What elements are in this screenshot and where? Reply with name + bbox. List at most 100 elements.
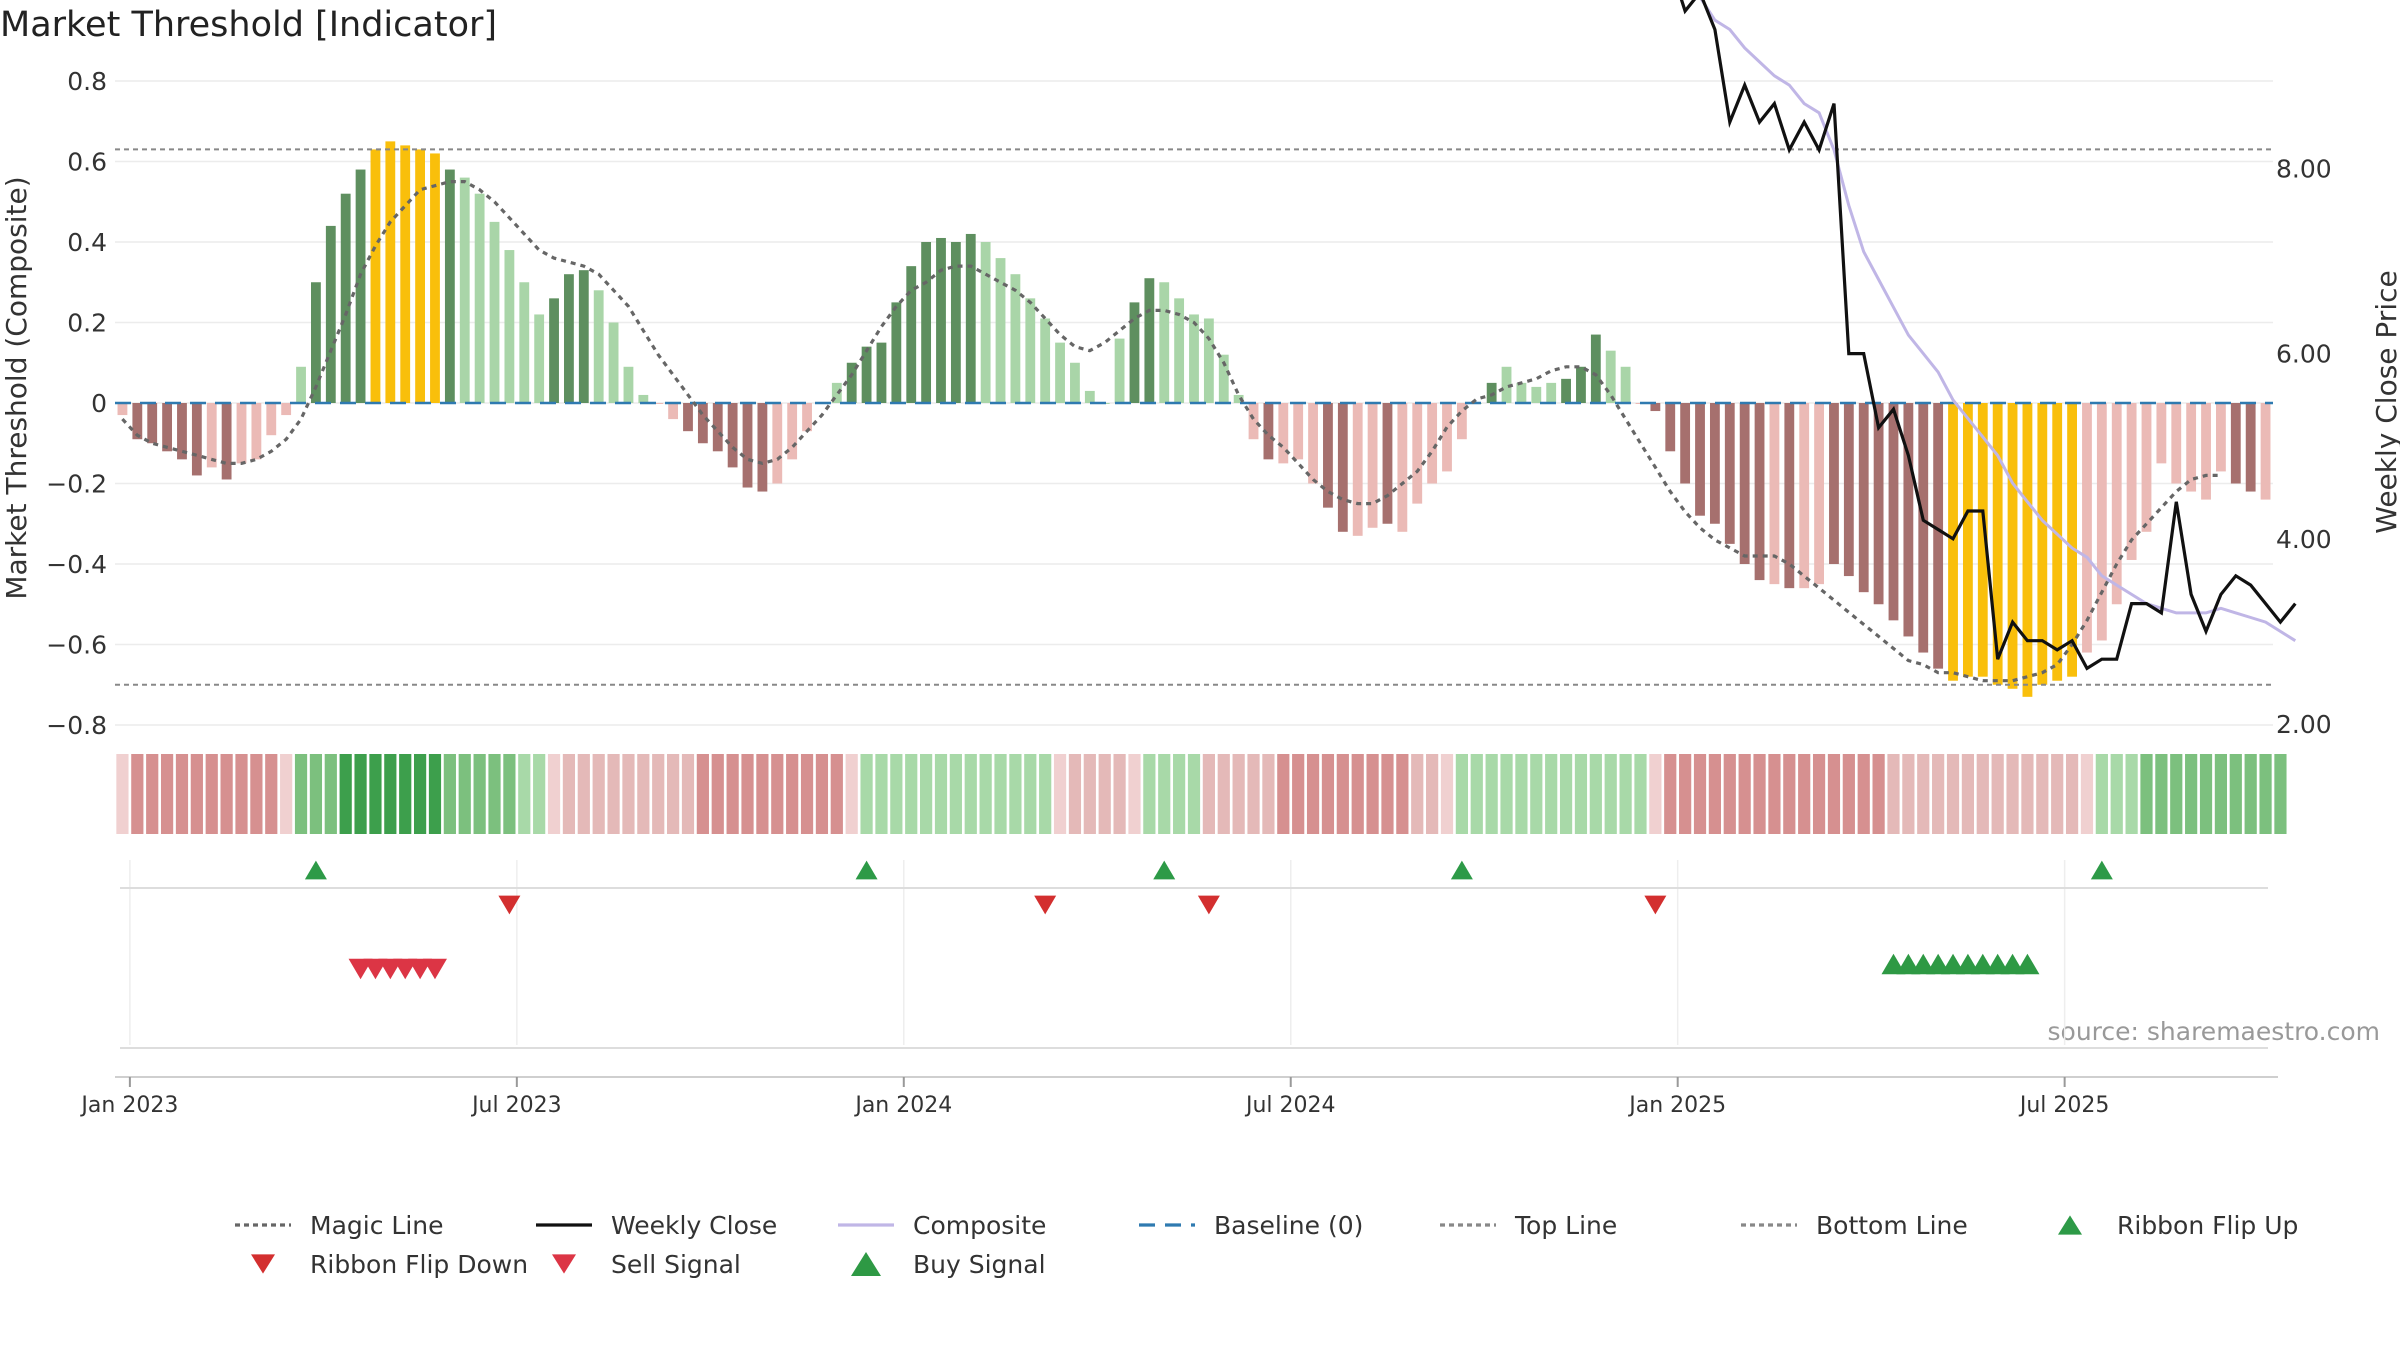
ribbon-cell — [1753, 754, 1766, 834]
ribbon-cell — [890, 754, 903, 834]
composite-bar — [1144, 278, 1155, 403]
composite-bar — [2186, 403, 2197, 492]
x-tick-label: Jan 2023 — [79, 1093, 178, 1118]
composite-bar — [921, 242, 932, 403]
ribbon-cell — [577, 754, 590, 834]
ribbon-cell — [2274, 754, 2287, 834]
composite-bar — [802, 403, 812, 432]
ribbon-cell — [1173, 754, 1186, 834]
composite-bar — [2260, 403, 2271, 500]
composite-bar — [1546, 382, 1557, 403]
ribbon-cell — [1693, 754, 1707, 834]
composite-bar — [861, 346, 872, 403]
legend-label: Ribbon Flip Up — [2117, 1211, 2298, 1240]
ribbon-cell — [1932, 754, 1945, 834]
composite-bar — [1590, 334, 1601, 403]
ribbon-cell — [1455, 754, 1468, 834]
composite-bar — [1337, 403, 1348, 532]
composite-bar — [444, 169, 455, 403]
ribbon-cell — [2155, 754, 2168, 834]
composite-bar — [2230, 403, 2241, 484]
ribbon-cell — [518, 754, 531, 834]
legend-label: Weekly Close — [611, 1211, 777, 1240]
ribbon-cell — [1991, 754, 2004, 834]
ribbon-cell — [1872, 754, 1885, 834]
y-tick-label: 0.4 — [67, 228, 107, 257]
y-tick-label: −0.8 — [46, 711, 107, 740]
ribbon-cell — [2170, 754, 2183, 834]
ribbon-cell — [384, 754, 397, 834]
y-tick-label: −0.6 — [46, 631, 107, 660]
composite-bar — [1278, 403, 1289, 464]
legend-swatch — [251, 1254, 275, 1274]
composite-bar — [1829, 403, 1839, 564]
composite-bar — [1680, 403, 1691, 484]
composite-bar — [1799, 403, 1810, 589]
composite-bar — [400, 145, 411, 403]
ribbon-cell — [2185, 754, 2198, 834]
legend-label: Ribbon Flip Down — [310, 1250, 528, 1279]
ribbon-cell — [2140, 754, 2153, 834]
y-tick-label: −0.4 — [46, 550, 107, 579]
ribbon-cell — [726, 754, 739, 834]
ribbon-cell — [860, 754, 873, 834]
ribbon-cell — [1515, 754, 1528, 834]
ribbon-flip-up-marker — [1450, 860, 1473, 880]
composite-bar — [608, 322, 619, 403]
ribbon-cell — [369, 754, 382, 834]
ribbon-flip-up-marker — [855, 860, 878, 880]
composite-bar — [1977, 403, 1988, 677]
composite-bar — [1263, 403, 1274, 460]
composite-bar — [757, 403, 768, 492]
composite-bar — [281, 403, 292, 416]
ribbon-cell — [1351, 754, 1364, 834]
ribbon-cell — [116, 754, 129, 834]
ribbon-cell — [175, 754, 189, 834]
composite-bar — [1323, 403, 1333, 508]
ribbon-cell — [2051, 754, 2064, 834]
ribbon-cell — [1961, 754, 1975, 834]
ribbon-cell — [1545, 754, 1558, 834]
composite-bar — [1486, 382, 1497, 403]
composite-bar — [2201, 403, 2211, 500]
ribbon-cell — [324, 754, 337, 834]
composite-bar — [1308, 403, 1318, 484]
composite-bar — [1576, 366, 1586, 403]
x-tick-label: Jan 2025 — [1627, 1093, 1726, 1118]
ribbon-cell — [1053, 754, 1067, 834]
composite-bar — [117, 403, 128, 416]
composite-bar — [474, 193, 485, 403]
ribbon-cell — [622, 754, 635, 834]
ribbon-cell — [1842, 754, 1855, 834]
composite-bar — [980, 242, 991, 403]
composite-bar — [385, 141, 396, 403]
composite-bar — [1442, 403, 1452, 472]
composite-bar — [1114, 338, 1125, 403]
ribbon-cell — [875, 754, 888, 834]
composite-bar — [311, 282, 321, 403]
composite-bar — [2141, 403, 2152, 532]
composite-bar — [2007, 403, 2018, 689]
y2-tick-label: 6.00 — [2276, 340, 2332, 369]
composite-bar — [459, 177, 470, 403]
composite-bar — [742, 403, 753, 488]
ribbon-cell — [294, 754, 308, 834]
composite-bar — [1843, 403, 1854, 577]
ribbon-cell — [339, 754, 352, 834]
composite-bar — [177, 403, 187, 460]
ribbon-cell — [1411, 754, 1424, 834]
composite-bar — [936, 237, 946, 403]
composite-bar — [1501, 366, 1512, 403]
ribbon-cell — [2006, 754, 2019, 834]
ribbon-cell — [994, 754, 1007, 834]
composite-bar — [1665, 403, 1676, 452]
ribbon-cell — [592, 754, 605, 834]
composite-bar — [638, 394, 649, 403]
ribbon-cell — [1530, 754, 1543, 834]
ribbon-cell — [265, 754, 278, 834]
overlay-lines — [115, 0, 2297, 686]
composite-bar — [846, 362, 857, 403]
ribbon-flip-up-marker — [304, 860, 327, 880]
ribbon-cell — [1708, 754, 1721, 834]
ribbon-cell — [488, 754, 501, 834]
